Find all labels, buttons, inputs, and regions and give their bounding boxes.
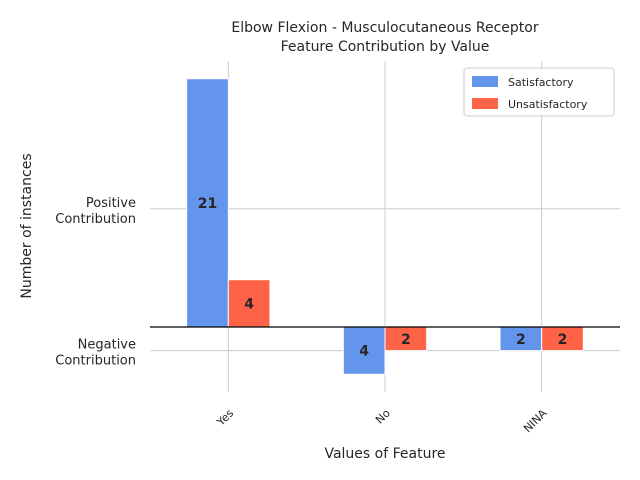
x-axis-label: Values of Feature (324, 446, 445, 462)
bar-value-label: 4 (359, 344, 369, 360)
bars (186, 78, 584, 375)
x-tick-label: NINA (521, 406, 550, 435)
bar-satisfactory-yes (186, 78, 229, 328)
legend-label: Unsatisfactory (508, 98, 588, 111)
bar-satisfactory-no (342, 326, 386, 375)
legend-swatch (472, 76, 498, 87)
legend-swatch (472, 98, 498, 109)
y-ticks: Positive Contribution Negative Contribution (55, 196, 136, 369)
bar-unsatisfactory-yes (227, 279, 271, 328)
bar-value-label: 21 (198, 196, 217, 212)
bar-value-label: 2 (516, 332, 526, 348)
bar-value-label: 2 (558, 332, 568, 348)
y-tick-label: Positive Contribution (55, 196, 136, 227)
y-axis-label: Number of instances (19, 153, 35, 298)
y-tick-label: Negative Contribution (55, 338, 136, 369)
x-tick-label: No (373, 407, 393, 427)
legend-label: Satisfactory (508, 76, 574, 89)
chart-title-line-2: Feature Contribution by Value (281, 39, 490, 55)
bar-value-label: 2 (401, 332, 411, 348)
x-tick-label: Yes (214, 407, 237, 430)
legend: Satisfactory Unsatisfactory (463, 67, 615, 117)
bar-value-label: 4 (244, 296, 254, 312)
x-ticks: Yes No NINA (214, 406, 550, 435)
chart-title-line-1: Elbow Flexion - Musculocutaneous Recepto… (231, 20, 539, 36)
chart-title: Elbow Flexion - Musculocutaneous Recepto… (231, 20, 539, 55)
bar-labels: 21 4 2 4 2 2 (198, 196, 568, 360)
legend-frame (463, 67, 615, 117)
